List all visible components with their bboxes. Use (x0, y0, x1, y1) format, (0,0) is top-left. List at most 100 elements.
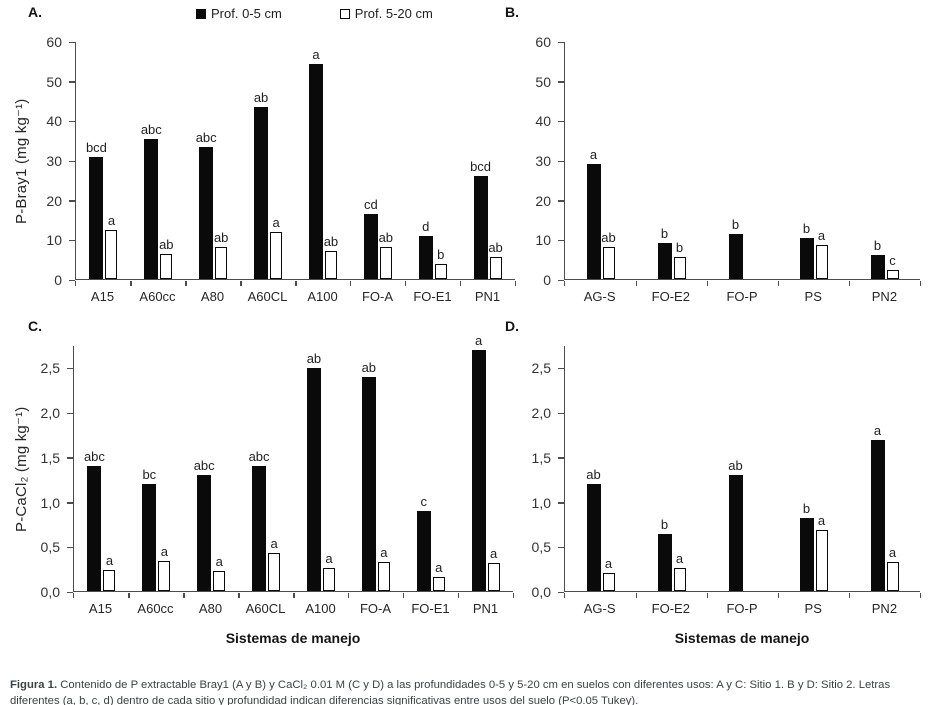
y-tick-mark (558, 412, 564, 415)
significance-letter: abc (193, 458, 215, 474)
bar-slot: a (322, 346, 335, 591)
bar-prof-0-5 (870, 255, 885, 279)
bar-slot: a (103, 346, 116, 591)
significance-letter: a (435, 559, 443, 575)
panel-B: B. 0 10 20 30 40 50 60 a ab b b b b a b c AG-S FO-E2 FO-… (490, 0, 936, 312)
bar-prof-5-20 (434, 264, 447, 279)
open-square-swatch (339, 8, 350, 19)
bar-slot: d (418, 42, 433, 279)
x-category-label: FO-E1 (413, 289, 452, 304)
y-tick-label: 0 (54, 272, 62, 288)
bar-prof-5-20 (103, 569, 116, 591)
bar-prof-0-5 (728, 475, 743, 591)
significance-letter: b (660, 516, 669, 532)
x-category-label: PN1 (474, 289, 501, 304)
bar-slot: c (416, 346, 431, 591)
y-tick-mark (69, 200, 75, 202)
significance-letter: a (107, 213, 116, 229)
bar-prof-5-20 (487, 562, 500, 591)
y-tick-mark (69, 239, 75, 242)
bar-slot: b (673, 42, 686, 279)
x-category-label: FO-E1 (411, 601, 450, 616)
significance-letter: ab (159, 237, 174, 253)
x-category-label: A60cc (137, 601, 174, 616)
y-tick-label: 1,5 (531, 449, 551, 466)
significance-letter: c (889, 252, 896, 268)
bar-slot: a (602, 346, 615, 591)
bar-group: abc a (184, 346, 240, 598)
bar-prof-0-5 (418, 235, 433, 279)
bar-slot: ab (379, 42, 393, 279)
bar-prof-0-5 (728, 233, 743, 279)
bar-prof-5-20 (673, 567, 686, 591)
bar-prof-0-5 (799, 517, 814, 591)
x-category-label: AG-S (583, 289, 616, 304)
y-tick-mark (67, 502, 73, 504)
bar-slot: a (105, 42, 118, 279)
y-tick-label: 2,5 (40, 360, 60, 377)
bar-slot: cd (363, 42, 378, 279)
bar-prof-5-20 (886, 561, 899, 591)
bar-prof-5-20 (213, 571, 226, 591)
caption-label: Figura 1. (10, 679, 58, 692)
y-tick-label: 1,5 (40, 449, 60, 466)
x-category-label: A100 (307, 289, 338, 304)
x-category-label: PS (804, 289, 822, 304)
significance-letter: b (802, 500, 811, 516)
bar-prof-0-5 (363, 213, 378, 279)
x-axis-categories: A15 A60cc A80 A60CL A100 FO-A FO-E1 PN1 (73, 601, 513, 616)
bar-prof-0-5 (586, 484, 601, 591)
x-category-label: FO-P (726, 289, 758, 304)
bar-slot: b (799, 42, 814, 279)
significance-letter: a (325, 550, 333, 566)
bar-prof-0-5 (87, 466, 102, 591)
bar-prof-5-20 (268, 552, 281, 591)
y-tick-label: 60 (46, 34, 62, 50)
bar-slot: abc (249, 346, 270, 591)
bar-prof-5-20 (324, 251, 337, 279)
y-tick-mark (558, 81, 564, 83)
significance-letter: a (604, 556, 613, 572)
x-category-label: A60CL (247, 289, 288, 304)
bar-prof-5-20 (377, 561, 390, 591)
bar-slot: b (728, 42, 743, 279)
filled-square-swatch (196, 8, 206, 19)
y-tick-label: 40 (46, 113, 62, 130)
y-tick-mark (558, 546, 564, 549)
y-tick-mark (558, 367, 564, 370)
y-tick-mark (69, 41, 75, 43)
bar-slot: ab (159, 42, 174, 279)
bar-prof-0-5 (199, 146, 214, 279)
x-category-label: A15 (88, 601, 113, 616)
y-tick-mark (558, 279, 564, 281)
x-category-label: FO-P (726, 601, 758, 616)
bar-prof-5-20 (886, 269, 899, 279)
significance-letter: a (160, 543, 168, 559)
bar-slot: a (270, 42, 283, 279)
y-tick-mark (67, 412, 73, 415)
bar-group: abc ab (131, 42, 187, 286)
bar-slot: bc (142, 346, 157, 591)
bar-prof-5-20 (322, 567, 335, 591)
legend: Prof. 0-5 cm Prof. 5-20 cm (196, 6, 433, 21)
significance-letter: abc (195, 129, 217, 145)
x-category-label: PN1 (472, 601, 499, 616)
y-tick-mark (67, 591, 73, 593)
y-tick-label: 60 (535, 34, 551, 50)
x-axis-categories: AG-S FO-E2 FO-P PS PN2 (564, 289, 920, 304)
bar-prof-0-5 (799, 237, 814, 279)
bar-slot: a (487, 346, 500, 591)
bar-group: ab a (241, 42, 297, 286)
bar-group: a ab (296, 42, 352, 286)
x-axis-categories: A15 A60cc A80 A60CL A100 FO-A FO-E1 PN1 (75, 289, 515, 304)
panel-label: A. (28, 4, 42, 20)
bar-prof-0-5 (142, 484, 157, 591)
x-category-label: A100 (305, 601, 336, 616)
significance-letter: ab (213, 230, 229, 246)
bar-slot: b (434, 42, 447, 279)
bar-group: ab (707, 346, 779, 598)
bar-prof-5-20 (158, 560, 171, 591)
